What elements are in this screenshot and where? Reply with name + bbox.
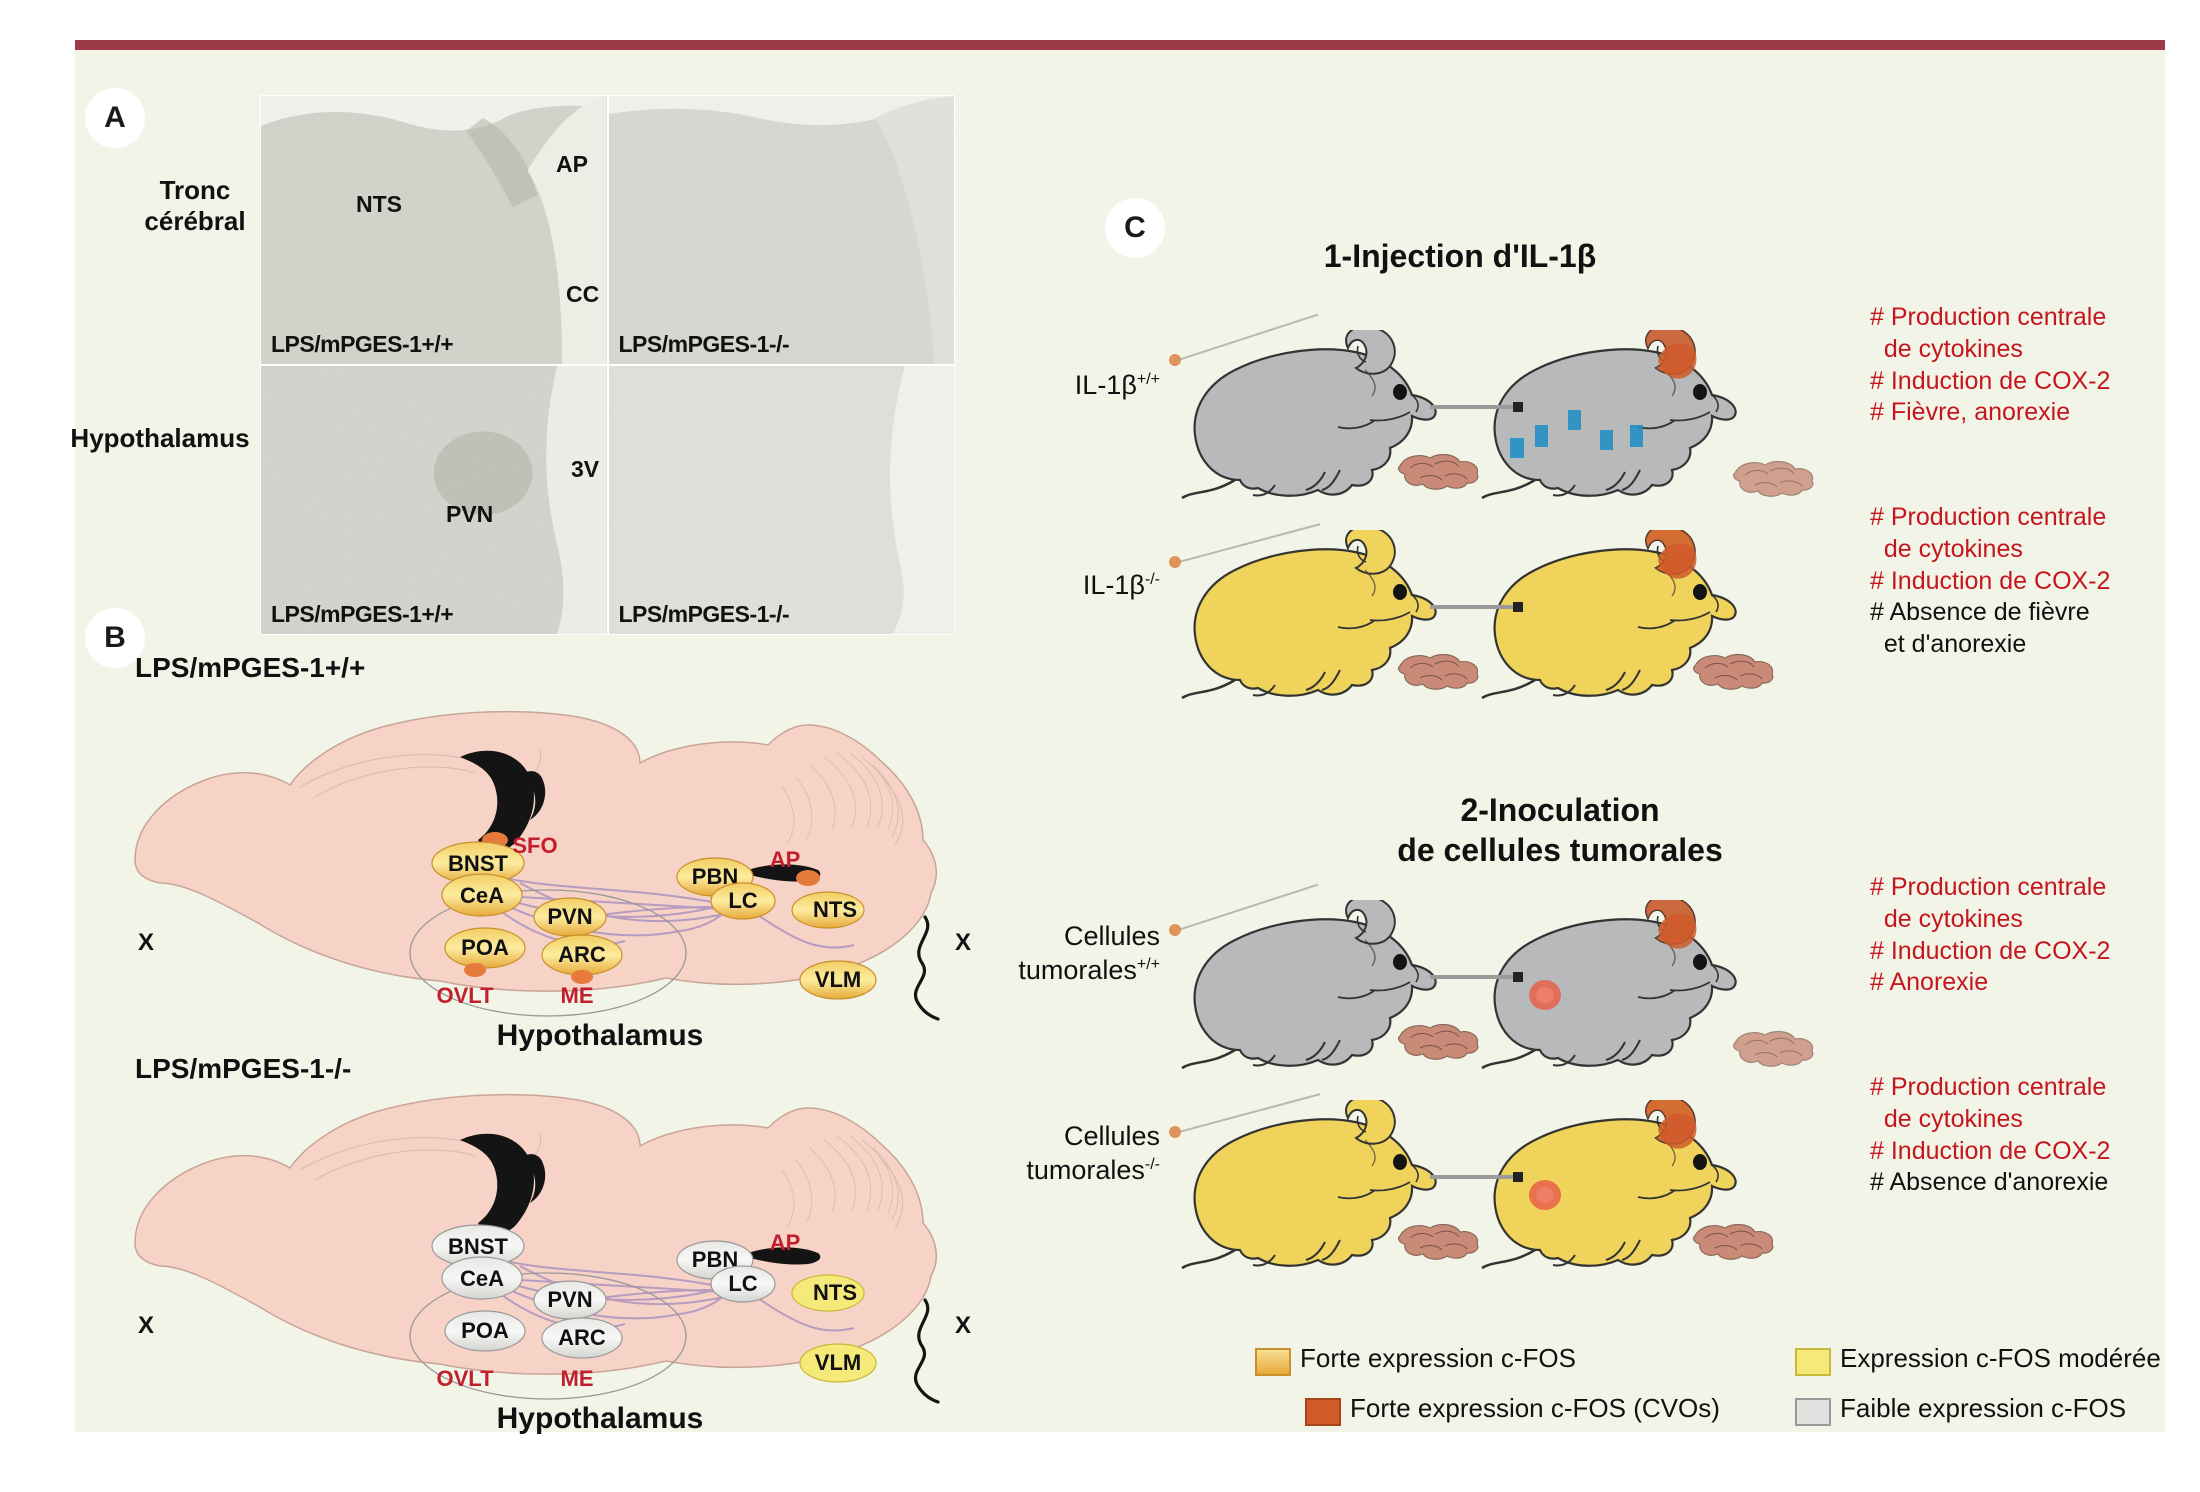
svg-text:OVLT: OVLT [436, 983, 494, 1008]
svg-text:POA: POA [461, 1318, 509, 1343]
svg-text:ME: ME [561, 1366, 594, 1391]
svg-text:PVN: PVN [547, 904, 592, 929]
svg-text:LC: LC [728, 1271, 757, 1296]
svg-text:SFO: SFO [512, 833, 557, 858]
svg-text:AP: AP [770, 1230, 801, 1255]
svg-text:Hypothalamus: Hypothalamus [497, 1019, 704, 1052]
svg-text:BNST: BNST [448, 851, 508, 876]
svg-text:X: X [138, 1312, 154, 1339]
svg-text:BNST: BNST [448, 1234, 508, 1259]
svg-text:VLM: VLM [815, 967, 861, 992]
svg-text:POA: POA [461, 935, 509, 960]
svg-text:VLM: VLM [815, 1350, 861, 1375]
svg-text:ME: ME [561, 983, 594, 1008]
svg-text:X: X [138, 929, 154, 956]
svg-text:ARC: ARC [558, 1325, 606, 1350]
svg-text:Hypothalamus: Hypothalamus [497, 1402, 704, 1435]
svg-text:NTS: NTS [813, 1280, 857, 1305]
svg-text:CeA: CeA [460, 1266, 504, 1291]
svg-text:NTS: NTS [813, 897, 857, 922]
svg-text:X: X [955, 1312, 971, 1339]
svg-text:OVLT: OVLT [436, 1366, 494, 1391]
svg-text:ARC: ARC [558, 942, 606, 967]
svg-text:X: X [955, 929, 971, 956]
svg-text:LC: LC [728, 888, 757, 913]
svg-text:AP: AP [770, 847, 801, 872]
svg-text:CeA: CeA [460, 883, 504, 908]
svg-text:PVN: PVN [547, 1287, 592, 1312]
